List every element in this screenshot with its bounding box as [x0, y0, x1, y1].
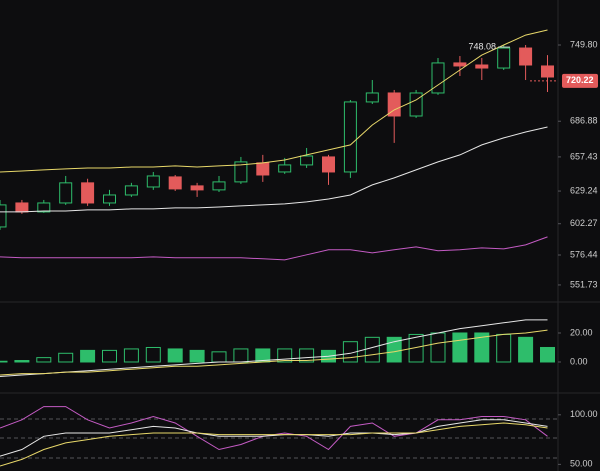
y-tick-label: 551.73 [570, 279, 598, 289]
candle-body [234, 161, 248, 183]
volume-bar [189, 349, 205, 363]
volume-bar [123, 348, 139, 363]
candle-body [453, 62, 467, 67]
volume-bar [474, 332, 490, 363]
candle-body [519, 47, 533, 66]
volume-bar [496, 333, 512, 363]
indicator-line [0, 419, 548, 457]
volume-bar [0, 360, 8, 363]
indicator-line [0, 126, 548, 213]
candle-body [409, 92, 423, 117]
candle-body [300, 155, 314, 166]
volume-bar [386, 336, 402, 363]
y-tick-label: 20.00 [570, 327, 593, 337]
candle-body [190, 185, 204, 191]
y-tick-label: 50.00 [570, 459, 593, 469]
volume-bar [540, 346, 555, 363]
candle-body [124, 185, 138, 196]
candle-body [322, 156, 335, 173]
y-tick-label: 576.44 [570, 249, 598, 259]
candle-body [256, 162, 270, 176]
candle-body [475, 64, 489, 69]
candle-body [168, 176, 182, 190]
volume-bar [145, 346, 161, 363]
candle-body [497, 47, 511, 69]
candle-body [37, 202, 51, 213]
volume-bar [364, 336, 380, 363]
volume-bar [430, 332, 446, 363]
candle-body [59, 182, 73, 204]
indicator-line [0, 329, 548, 376]
candle-body [343, 101, 357, 173]
volume-bar [58, 352, 74, 363]
y-tick-label: 749.80 [570, 39, 598, 49]
max-label: 748.08 [468, 41, 496, 51]
candle-body [278, 164, 292, 173]
y-tick-label: 657.43 [570, 151, 598, 161]
last-price-box [562, 73, 598, 88]
volume-bar [211, 351, 227, 363]
volume-bar [80, 349, 96, 363]
candle-body [103, 194, 116, 204]
y-tick-label: 602.27 [570, 218, 598, 228]
candle-body [146, 175, 160, 188]
y-tick-label: 0.00 [570, 356, 588, 366]
indicator-line [0, 236, 548, 261]
candle-body [365, 92, 379, 103]
indicator-line [0, 29, 548, 173]
candle-body [212, 181, 226, 191]
volume-bar [299, 348, 315, 363]
y-tick-label: 629.24 [570, 185, 598, 195]
candle-body [15, 202, 29, 213]
volume-bar [518, 336, 534, 363]
volume-bar [14, 360, 30, 363]
volume-bar [36, 357, 52, 363]
volume-bar [452, 332, 468, 363]
indicator-line [0, 422, 548, 467]
volume-bar [408, 333, 424, 363]
candle-body [387, 92, 401, 117]
volume-bar [167, 348, 183, 363]
volume-bar [233, 348, 249, 363]
candle-body [431, 62, 445, 94]
y-tick-label: 100.00 [570, 409, 598, 419]
candle-body [81, 182, 95, 204]
candle-body [541, 65, 554, 78]
volume-bar [102, 349, 117, 363]
y-tick-label: 686.88 [570, 116, 598, 126]
candle-body [0, 204, 7, 228]
indicator-line [0, 319, 548, 377]
last-price-label: 720.22 [566, 75, 594, 85]
